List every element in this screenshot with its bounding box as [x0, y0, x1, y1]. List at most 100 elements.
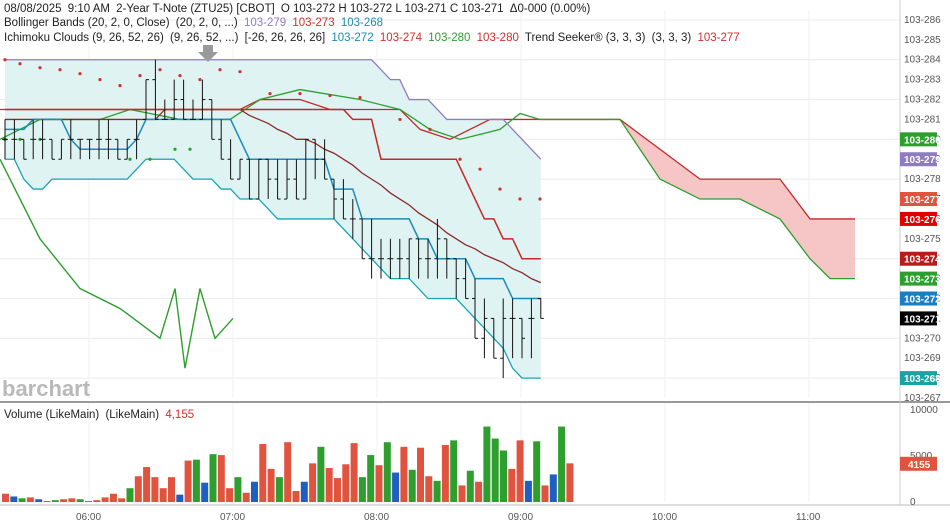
trend-seeker-dot — [218, 68, 222, 72]
price-bar — [20, 138, 27, 160]
price-bar — [490, 317, 497, 359]
trend-seeker-dot — [178, 74, 182, 78]
price-bar — [49, 138, 55, 160]
bollinger-legend[interactable]: Bollinger Bands (20, 2, 0, Close) (20, 2… — [4, 16, 386, 30]
volume-bar — [126, 488, 134, 502]
volume-bar — [184, 460, 192, 502]
bollinger-value-3: 103-268 — [340, 17, 384, 29]
volume-bar — [325, 467, 333, 502]
bollinger-upper-line — [5, 59, 542, 160]
price-bar — [124, 138, 131, 160]
time-tick-label: 07:00 — [220, 512, 245, 523]
price-bar — [133, 119, 140, 160]
bollinger-value-2: 103-273 — [292, 17, 335, 29]
price-bar — [190, 99, 196, 120]
volume-bar — [159, 488, 167, 502]
trend-seeker-dot — [38, 66, 42, 70]
price-bar — [340, 179, 347, 220]
volume-badge-label: 4155 — [908, 460, 931, 471]
ichimoku-legend[interactable]: Ichimoku Clouds (9, 26, 52, 26) (9, 26, … — [4, 31, 743, 45]
senkou-span-b — [556, 118, 855, 280]
price-tick-label: 103-284 — [904, 55, 941, 66]
price-badge — [900, 251, 937, 266]
volume-bar — [541, 485, 549, 502]
volume-bar — [383, 442, 391, 502]
volume-bar — [151, 477, 159, 502]
price-bar — [11, 119, 18, 160]
price-badge — [900, 291, 937, 306]
ichimoku-label[interactable]: Ichimoku Clouds (9, 26, 52, 26) — [4, 32, 164, 44]
price-tick-label: 103-275 — [904, 234, 941, 245]
volume-bar — [35, 499, 43, 502]
volume-bar — [10, 496, 18, 502]
volume-bar — [475, 481, 483, 502]
price-bar — [434, 218, 441, 279]
volume-bar — [234, 477, 242, 502]
price-bar — [453, 258, 460, 299]
volume-bar — [26, 497, 34, 502]
volume-tick-label: 0 — [910, 497, 916, 508]
volume-bar — [533, 441, 541, 502]
price-badge-label: 103-274 — [904, 255, 941, 266]
ichimoku-value-4: 103-280 — [476, 32, 519, 44]
volume-bar — [226, 488, 234, 502]
trend-seeker-dot — [78, 72, 82, 76]
volume-bar — [392, 472, 400, 502]
price-tick-label: 103-283 — [904, 75, 941, 86]
volume-bar — [425, 476, 433, 502]
volume-bar — [217, 455, 225, 502]
volume-label[interactable]: Volume (LikeMain) — [4, 409, 100, 421]
volume-bar — [259, 444, 267, 502]
volume-bar — [242, 492, 250, 502]
trend-seeker-dot — [128, 157, 132, 161]
down-arrow-icon — [198, 45, 218, 62]
price-badge-label: 103-273 — [904, 275, 941, 286]
trend-seeker-dot — [158, 68, 162, 72]
volume-bar — [408, 469, 416, 502]
volume-bar — [275, 477, 283, 502]
price-bar — [481, 298, 488, 359]
volume-bar — [176, 494, 184, 502]
trend-seeker-dot — [3, 58, 7, 62]
price-bar — [349, 199, 356, 239]
price-bar — [96, 119, 102, 160]
volume-bar — [209, 454, 217, 502]
price-bar — [509, 298, 516, 359]
price-bar — [58, 138, 65, 160]
volume-bar — [76, 499, 84, 502]
price-bar — [265, 158, 272, 200]
price-bar — [67, 119, 74, 160]
time-tick-label: 06:00 — [76, 512, 101, 523]
chikou-span-line — [0, 158, 234, 369]
volume-bar — [491, 438, 499, 502]
price-bar — [359, 218, 366, 260]
volume-bar — [93, 500, 101, 502]
volume-bar — [309, 463, 317, 502]
volume-bar — [2, 493, 9, 502]
volume-bar — [549, 474, 557, 502]
volume-bar — [441, 444, 449, 502]
tenkan-sen-line — [5, 118, 541, 300]
price-bar — [321, 139, 328, 180]
volume-bar — [508, 468, 516, 502]
bollinger-label[interactable]: Bollinger Bands (20, 2, 0, Close) — [4, 17, 170, 29]
trend-seeker-dot — [358, 95, 362, 100]
volume-legend[interactable]: Volume (LikeMain) (LikeMain) 4,155 — [4, 408, 197, 422]
trend-seeker-dot — [478, 167, 482, 171]
price-badge-label: 103-276 — [904, 215, 941, 226]
volume-bar — [483, 426, 491, 502]
price-badge-label: 103-268 — [904, 374, 941, 385]
trend-seeker-label[interactable]: Trend Seeker® (3, 3, 3) — [524, 32, 646, 44]
price-bar — [2, 119, 8, 160]
volume-tick-label: 5000 — [910, 451, 933, 462]
price-bar — [77, 138, 84, 160]
volume-bar — [417, 447, 424, 502]
bollinger-value-1: 103-279 — [243, 17, 287, 29]
price-badge-label: 103-279 — [904, 155, 941, 166]
volume-bar — [458, 485, 466, 502]
trend-seeker-dot — [118, 84, 122, 88]
header-instrument[interactable]: 2-Year T-Note (ZTU25) [CBOT] — [116, 3, 275, 15]
trend-seeker-dot — [328, 93, 332, 98]
price-badge — [900, 271, 937, 286]
